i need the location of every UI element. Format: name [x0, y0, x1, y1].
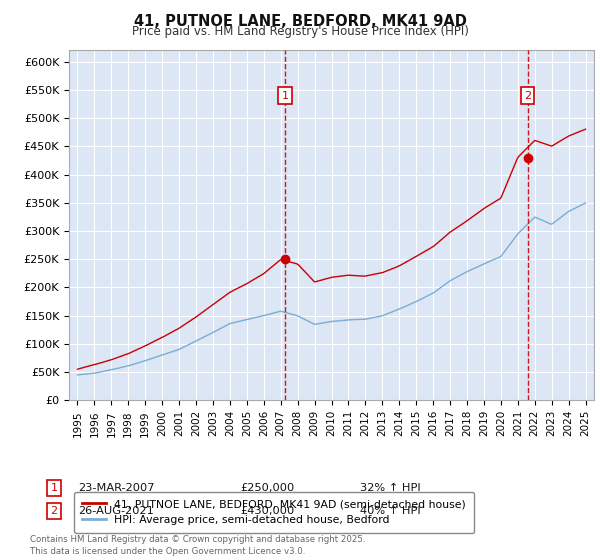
- Text: 26-AUG-2021: 26-AUG-2021: [78, 506, 154, 516]
- Text: 23-MAR-2007: 23-MAR-2007: [78, 483, 155, 493]
- Text: 2: 2: [524, 91, 531, 101]
- Text: 41, PUTNOE LANE, BEDFORD, MK41 9AD: 41, PUTNOE LANE, BEDFORD, MK41 9AD: [134, 14, 466, 29]
- Text: 32% ↑ HPI: 32% ↑ HPI: [360, 483, 421, 493]
- Text: Contains HM Land Registry data © Crown copyright and database right 2025.
This d: Contains HM Land Registry data © Crown c…: [30, 535, 365, 556]
- Text: 1: 1: [50, 483, 58, 493]
- Text: £250,000: £250,000: [240, 483, 294, 493]
- Text: 40% ↑ HPI: 40% ↑ HPI: [360, 506, 421, 516]
- Text: 2: 2: [50, 506, 58, 516]
- Text: Price paid vs. HM Land Registry's House Price Index (HPI): Price paid vs. HM Land Registry's House …: [131, 25, 469, 38]
- Legend: 41, PUTNOE LANE, BEDFORD, MK41 9AD (semi-detached house), HPI: Average price, se: 41, PUTNOE LANE, BEDFORD, MK41 9AD (semi…: [74, 492, 474, 533]
- Text: 1: 1: [281, 91, 289, 101]
- Text: £430,000: £430,000: [240, 506, 294, 516]
